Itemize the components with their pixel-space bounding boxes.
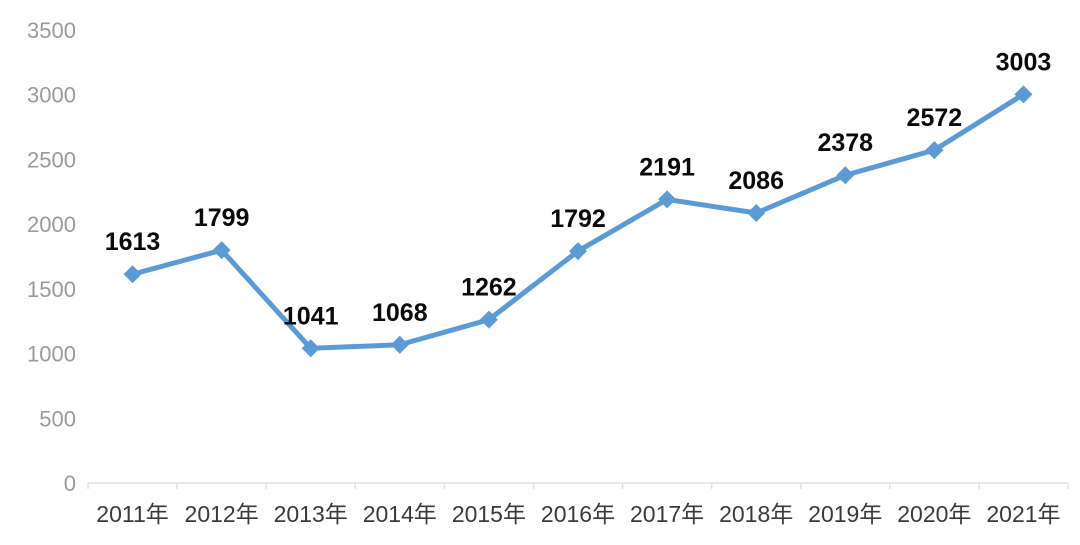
x-axis-category-label: 2014年: [363, 501, 437, 527]
data-point-label: 1613: [105, 228, 161, 256]
y-axis-tick-label: 0: [64, 471, 76, 496]
x-axis-category-label: 2020年: [897, 501, 971, 527]
data-point-label: 1068: [372, 299, 428, 327]
x-axis-category-label: 2011年: [96, 501, 168, 527]
y-axis-tick-label: 3500: [27, 18, 76, 43]
data-point-marker: [212, 241, 231, 260]
x-axis-category-label: 2016年: [541, 501, 615, 527]
y-axis-tick-label: 1500: [27, 277, 76, 302]
x-axis-category-label: 2012年: [185, 501, 259, 527]
x-axis-category-label: 2015年: [452, 501, 526, 527]
y-axis-tick-label: 3000: [27, 83, 76, 108]
data-point-marker: [925, 141, 944, 160]
data-point-marker: [1014, 85, 1033, 104]
x-axis-category-label: 2019年: [808, 501, 882, 527]
x-axis-category-label: 2018年: [719, 501, 793, 527]
data-point-label: 1799: [194, 204, 250, 232]
data-point-marker: [658, 190, 677, 209]
data-point-label: 2378: [817, 129, 873, 157]
data-point-label: 2191: [639, 153, 695, 181]
data-point-label: 1041: [283, 302, 339, 330]
y-axis-tick-label: 2000: [27, 212, 76, 237]
data-point-label: 1792: [550, 205, 606, 233]
data-point-label: 2572: [907, 104, 963, 132]
data-point-label: 1262: [461, 274, 517, 302]
data-point-marker: [479, 310, 498, 329]
data-point-marker: [569, 242, 587, 261]
data-point-marker: [836, 166, 855, 185]
data-point-marker: [390, 335, 409, 354]
data-point-label: 2086: [728, 167, 784, 195]
y-axis-tick-label: 500: [39, 406, 76, 431]
x-axis-category-label: 2017年: [630, 501, 704, 527]
data-point-marker: [301, 339, 320, 358]
y-axis-tick-label: 2500: [27, 147, 76, 172]
data-point-marker: [747, 204, 766, 223]
x-axis-category-label: 2013年: [274, 501, 348, 527]
y-axis-tick-label: 1000: [27, 342, 76, 367]
x-axis-category-label: 2021年: [986, 501, 1060, 527]
data-point-marker: [123, 265, 142, 284]
data-point-label: 3003: [996, 48, 1052, 76]
